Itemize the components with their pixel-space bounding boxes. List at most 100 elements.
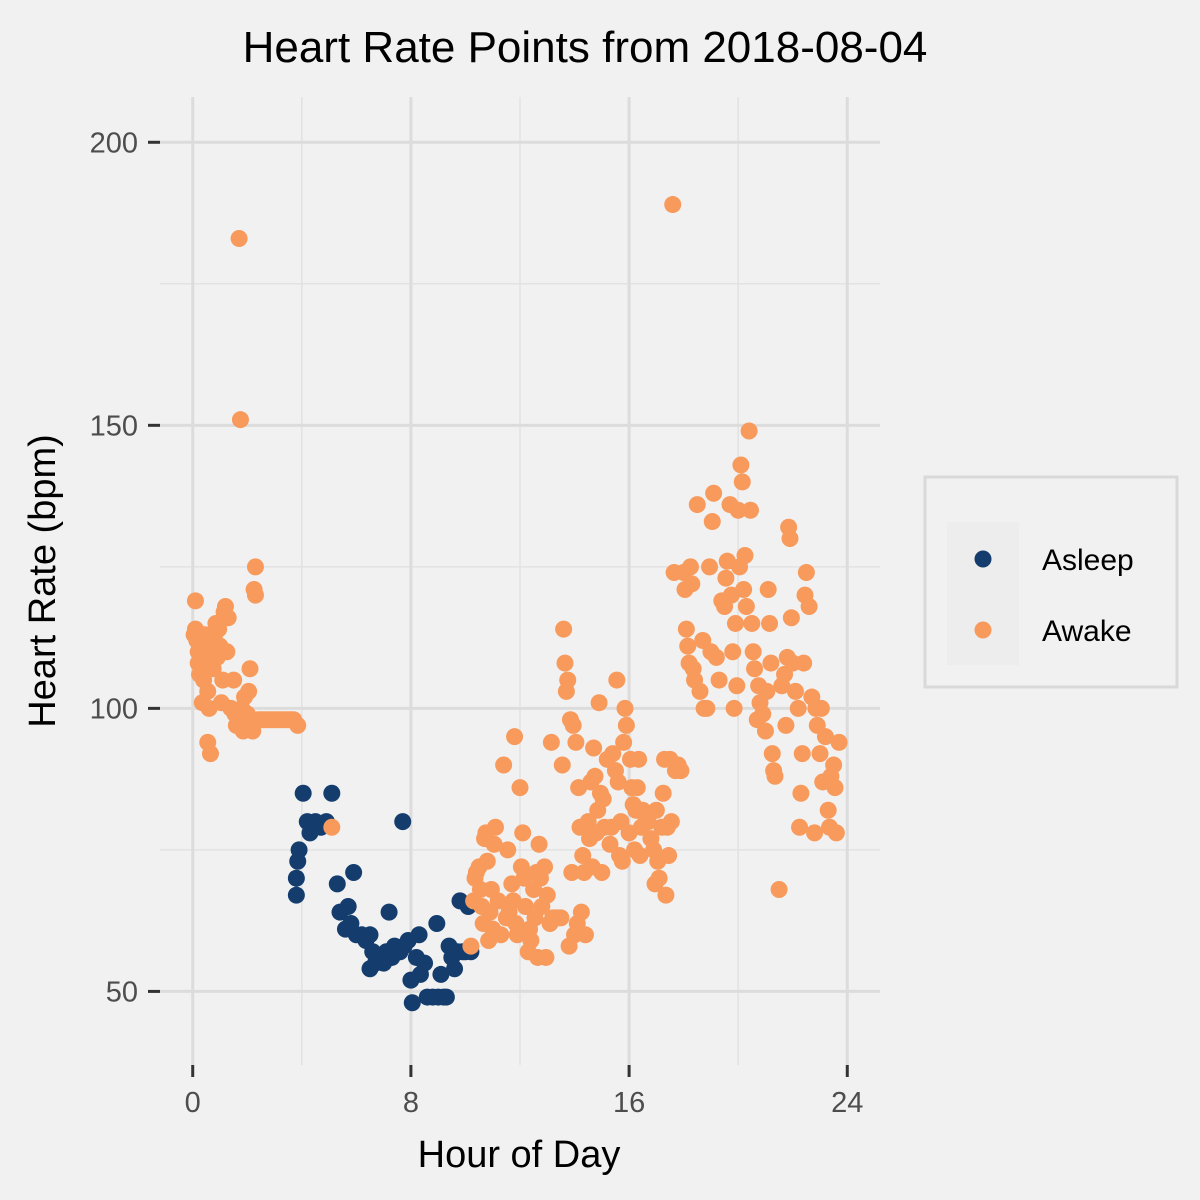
data-point: [820, 802, 837, 819]
data-point: [479, 853, 496, 870]
data-point: [522, 932, 539, 949]
legend: Asleep Awake: [925, 477, 1177, 687]
y-tick-label: 100: [90, 693, 138, 725]
data-point: [323, 819, 340, 836]
x-tick-label: 8: [403, 1087, 419, 1119]
data-point: [660, 847, 677, 864]
data-point: [608, 672, 625, 689]
data-point: [232, 411, 249, 428]
x-axis-label: Hour of Day: [418, 1134, 621, 1176]
data-point: [199, 683, 216, 700]
data-point: [711, 672, 728, 689]
data-point: [446, 960, 463, 977]
data-point: [787, 683, 804, 700]
legend-label-awake: Awake: [1042, 615, 1132, 648]
data-point: [758, 683, 775, 700]
data-point: [827, 779, 844, 796]
data-point: [231, 230, 248, 247]
data-point: [539, 887, 556, 904]
data-point: [735, 581, 752, 598]
data-point: [225, 672, 242, 689]
data-point: [462, 938, 479, 955]
data-point: [506, 728, 523, 745]
data-point: [813, 700, 830, 717]
data-point: [727, 615, 744, 632]
data-point: [777, 717, 794, 734]
legend-key-background: [947, 522, 1019, 665]
y-tick-label: 50: [106, 976, 138, 1008]
data-point: [828, 824, 845, 841]
data-point: [767, 768, 784, 785]
data-point: [362, 926, 379, 943]
data-point: [499, 841, 516, 858]
data-point: [689, 496, 706, 513]
data-point: [438, 989, 455, 1006]
data-point: [746, 660, 763, 677]
data-point: [782, 530, 799, 547]
data-point: [792, 785, 809, 802]
data-point: [651, 870, 668, 887]
data-point: [692, 683, 709, 700]
data-point: [791, 819, 808, 836]
data-point: [416, 955, 433, 972]
data-point: [745, 643, 762, 660]
data-point: [795, 655, 812, 672]
data-point: [790, 700, 807, 717]
data-point: [514, 824, 531, 841]
data-point: [394, 813, 411, 830]
data-point: [220, 609, 237, 626]
data-point: [717, 570, 734, 587]
y-tick-label: 200: [90, 127, 138, 159]
data-point: [738, 598, 755, 615]
data-point: [202, 745, 219, 762]
data-point: [741, 422, 758, 439]
data-point: [648, 802, 665, 819]
data-point: [743, 615, 760, 632]
data-point: [664, 196, 681, 213]
data-point: [757, 723, 774, 740]
data-point: [512, 779, 529, 796]
data-point: [289, 717, 306, 734]
data-point: [218, 643, 235, 660]
data-point: [801, 598, 818, 615]
data-point: [682, 558, 699, 575]
data-point: [381, 904, 398, 921]
data-point: [630, 751, 647, 768]
data-point: [794, 745, 811, 762]
legend-marker-awake: [975, 622, 992, 639]
data-point: [771, 881, 788, 898]
data-point: [565, 717, 582, 734]
data-point: [411, 926, 428, 943]
data-point: [762, 655, 779, 672]
data-point: [704, 513, 721, 530]
data-point: [761, 615, 778, 632]
data-point: [724, 643, 741, 660]
x-tick-label: 16: [613, 1087, 645, 1119]
data-point: [783, 609, 800, 626]
y-tick-label: 150: [90, 410, 138, 442]
data-point: [536, 858, 553, 875]
data-point: [492, 926, 509, 943]
data-point: [288, 870, 305, 887]
legend-marker-asleep: [975, 551, 992, 568]
data-point: [595, 790, 612, 807]
data-point: [655, 785, 672, 802]
data-point: [573, 904, 590, 921]
data-point: [806, 824, 823, 841]
data-point: [701, 558, 718, 575]
data-point: [567, 734, 584, 751]
data-point: [187, 592, 204, 609]
data-point: [555, 621, 572, 638]
data-point: [629, 779, 646, 796]
data-point: [825, 756, 842, 773]
data-point: [552, 909, 569, 926]
data-point: [428, 915, 445, 932]
data-point: [657, 887, 674, 904]
data-point: [683, 575, 700, 592]
data-point: [678, 621, 695, 638]
data-point: [247, 558, 264, 575]
data-point: [698, 700, 715, 717]
data-point: [760, 581, 777, 598]
